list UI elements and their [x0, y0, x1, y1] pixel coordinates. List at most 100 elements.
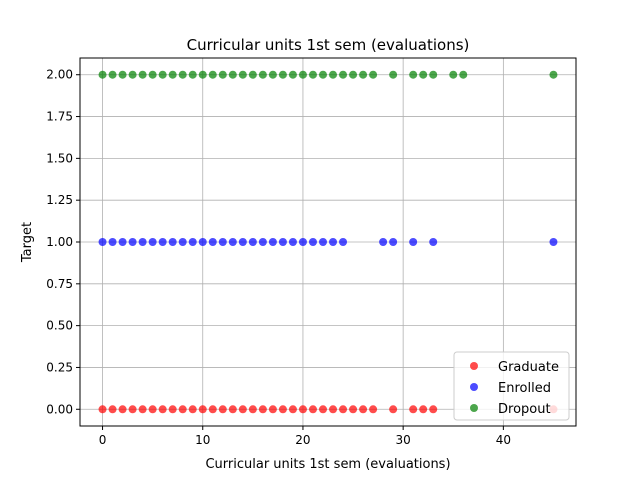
point-enrolled: [158, 238, 167, 246]
y-tick-label: 0.25: [46, 360, 73, 374]
point-enrolled: [168, 238, 177, 246]
point-dropout: [419, 70, 428, 79]
point-graduate: [278, 405, 287, 414]
point-graduate: [329, 405, 338, 414]
y-tick-label: 2.00: [46, 68, 73, 82]
point-graduate: [369, 405, 378, 414]
point-dropout: [228, 70, 237, 79]
point-graduate: [118, 405, 127, 414]
point-dropout: [359, 70, 368, 79]
point-dropout: [349, 70, 358, 79]
point-dropout: [178, 70, 187, 79]
point-enrolled: [198, 238, 207, 246]
legend-marker-enrolled: [470, 383, 478, 391]
point-dropout: [238, 70, 247, 79]
y-tick-label: 1.25: [46, 193, 73, 207]
point-graduate: [208, 405, 217, 414]
point-enrolled: [118, 238, 127, 246]
point-enrolled: [308, 238, 317, 246]
legend-label-graduate: Graduate: [498, 360, 559, 375]
point-enrolled: [138, 238, 147, 246]
point-enrolled: [128, 238, 137, 246]
y-tick-label: 1.50: [46, 151, 73, 165]
y-tick-label: 0.50: [46, 319, 73, 333]
point-enrolled: [238, 238, 247, 246]
point-enrolled: [218, 238, 227, 246]
point-enrolled: [208, 238, 217, 246]
point-dropout: [138, 70, 147, 79]
x-axis-ticks: 0 10 20 30 40: [99, 426, 511, 447]
legend-marker-graduate: [470, 362, 478, 370]
point-enrolled: [188, 238, 197, 246]
point-dropout: [339, 70, 348, 79]
point-graduate: [359, 405, 368, 414]
point-graduate: [429, 405, 438, 414]
point-enrolled: [298, 238, 307, 246]
x-tick-label: 40: [496, 433, 511, 447]
point-dropout: [118, 70, 127, 79]
point-enrolled: [318, 238, 327, 246]
point-enrolled: [389, 238, 398, 246]
point-enrolled: [98, 238, 107, 246]
legend: Graduate Enrolled Dropout: [453, 351, 570, 421]
point-enrolled: [278, 238, 287, 246]
point-enrolled: [429, 238, 438, 246]
point-dropout: [369, 70, 378, 79]
point-dropout: [268, 70, 277, 79]
point-dropout: [449, 70, 458, 79]
y-tick-label: 1.00: [46, 235, 73, 249]
point-graduate: [108, 405, 117, 414]
point-graduate: [238, 405, 247, 414]
chart-title: Curricular units 1st sem (evaluations): [187, 36, 470, 54]
point-enrolled: [268, 238, 277, 246]
point-graduate: [409, 405, 418, 414]
point-graduate: [138, 405, 147, 414]
point-graduate: [168, 405, 177, 414]
point-enrolled: [248, 238, 257, 246]
x-tick-label: 30: [396, 433, 411, 447]
y-axis-ticks: 0.00 0.25 0.50 0.75 1.00 1.25 1.50 1.75 2.00: [46, 68, 80, 416]
point-enrolled: [329, 238, 338, 246]
point-graduate: [218, 405, 227, 414]
legend-box: [453, 351, 570, 421]
point-graduate: [198, 405, 207, 414]
y-axis-label: Target: [20, 222, 35, 263]
point-dropout: [198, 70, 207, 79]
point-enrolled: [178, 238, 187, 246]
point-dropout: [188, 70, 197, 79]
point-enrolled: [228, 238, 237, 246]
point-enrolled: [549, 238, 558, 246]
point-dropout: [549, 70, 558, 79]
y-tick-label: 1.75: [46, 110, 73, 124]
point-dropout: [98, 70, 107, 79]
point-graduate: [389, 405, 398, 414]
point-dropout: [108, 70, 117, 79]
point-enrolled: [288, 238, 297, 246]
point-dropout: [298, 70, 307, 79]
point-dropout: [258, 70, 267, 79]
point-graduate: [339, 405, 348, 414]
point-graduate: [248, 405, 257, 414]
point-dropout: [459, 70, 468, 79]
point-graduate: [98, 405, 107, 414]
legend-label-enrolled: Enrolled: [498, 381, 551, 396]
point-dropout: [218, 70, 227, 79]
point-dropout: [148, 70, 157, 79]
point-graduate: [419, 405, 428, 414]
point-graduate: [288, 405, 297, 414]
point-dropout: [278, 70, 287, 79]
point-dropout: [288, 70, 297, 79]
point-graduate: [148, 405, 157, 414]
x-axis-label: Curricular units 1st sem (evaluations): [205, 457, 450, 472]
y-tick-label: 0.75: [46, 277, 73, 291]
point-dropout: [308, 70, 317, 79]
point-graduate: [228, 405, 237, 414]
point-graduate: [349, 405, 358, 414]
point-enrolled: [258, 238, 267, 246]
point-graduate: [308, 405, 317, 414]
point-dropout: [409, 70, 418, 79]
point-graduate: [178, 405, 187, 414]
point-dropout: [429, 70, 438, 79]
point-dropout: [208, 70, 217, 79]
point-graduate: [298, 405, 307, 414]
